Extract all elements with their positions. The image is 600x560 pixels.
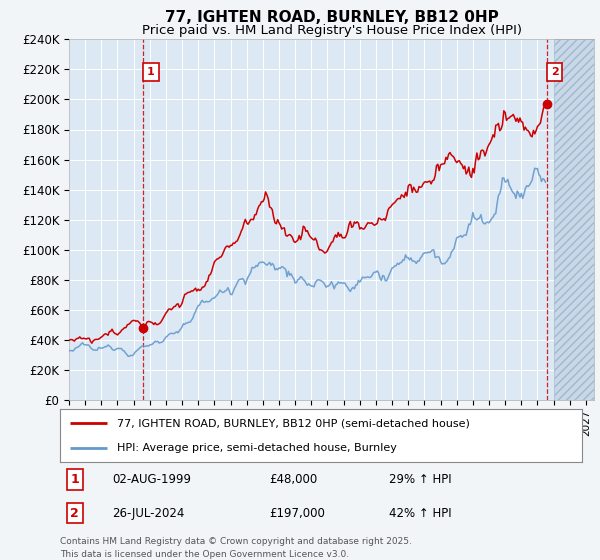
Text: 29% ↑ HPI: 29% ↑ HPI bbox=[389, 473, 451, 486]
Text: Contains HM Land Registry data © Crown copyright and database right 2025.
This d: Contains HM Land Registry data © Crown c… bbox=[60, 538, 412, 559]
Text: 77, IGHTEN ROAD, BURNLEY, BB12 0HP (semi-detached house): 77, IGHTEN ROAD, BURNLEY, BB12 0HP (semi… bbox=[118, 418, 470, 428]
Text: £48,000: £48,000 bbox=[269, 473, 317, 486]
Text: 77, IGHTEN ROAD, BURNLEY, BB12 0HP: 77, IGHTEN ROAD, BURNLEY, BB12 0HP bbox=[164, 10, 499, 25]
Bar bbox=[554, 39, 594, 400]
Text: 26-JUL-2024: 26-JUL-2024 bbox=[112, 507, 185, 520]
Text: 42% ↑ HPI: 42% ↑ HPI bbox=[389, 507, 451, 520]
Text: £197,000: £197,000 bbox=[269, 507, 325, 520]
Text: Price paid vs. HM Land Registry's House Price Index (HPI): Price paid vs. HM Land Registry's House … bbox=[142, 25, 521, 38]
Text: HPI: Average price, semi-detached house, Burnley: HPI: Average price, semi-detached house,… bbox=[118, 442, 397, 452]
Text: 1: 1 bbox=[147, 67, 155, 77]
Text: 2: 2 bbox=[551, 67, 559, 77]
Text: 2: 2 bbox=[70, 507, 79, 520]
Text: 1: 1 bbox=[70, 473, 79, 486]
Text: 02-AUG-1999: 02-AUG-1999 bbox=[112, 473, 191, 486]
